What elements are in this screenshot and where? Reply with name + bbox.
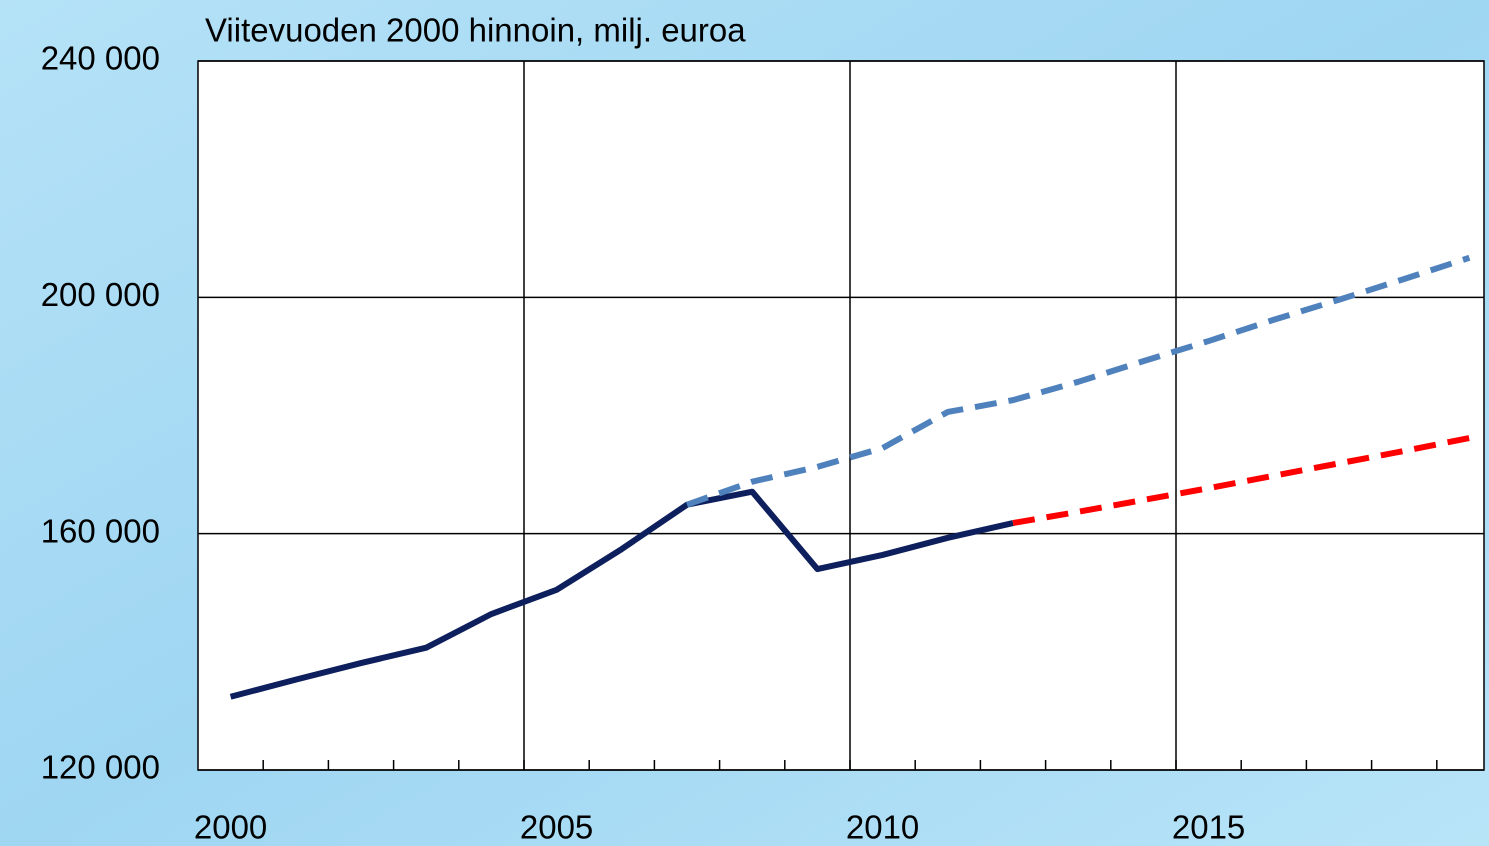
y-tick-label: 160 000 [41,512,160,549]
x-tick-label: 2000 [194,809,267,846]
y-tick-label: 240 000 [41,40,160,77]
x-tick-label: 2010 [846,809,919,846]
x-tick-label: 2005 [520,809,593,846]
series-line [1012,435,1470,526]
plot-area [197,60,1485,771]
x-tick-label: 2015 [1172,809,1245,846]
series-line [229,488,1014,700]
y-tick-label: 120 000 [41,749,160,786]
series-line [686,254,1471,508]
chart-title: Viitevuoden 2000 hinnoin, milj. euroa [205,12,746,49]
y-tick-label: 200 000 [41,276,160,313]
